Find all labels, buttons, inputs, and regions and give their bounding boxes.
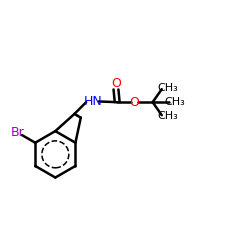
Text: O: O xyxy=(130,96,139,109)
Text: HN: HN xyxy=(84,95,102,108)
Text: O: O xyxy=(111,76,121,90)
Text: CH₃: CH₃ xyxy=(157,83,178,93)
Text: CH₃: CH₃ xyxy=(157,112,178,122)
Text: CH₃: CH₃ xyxy=(164,97,185,107)
Text: Br: Br xyxy=(10,126,24,139)
